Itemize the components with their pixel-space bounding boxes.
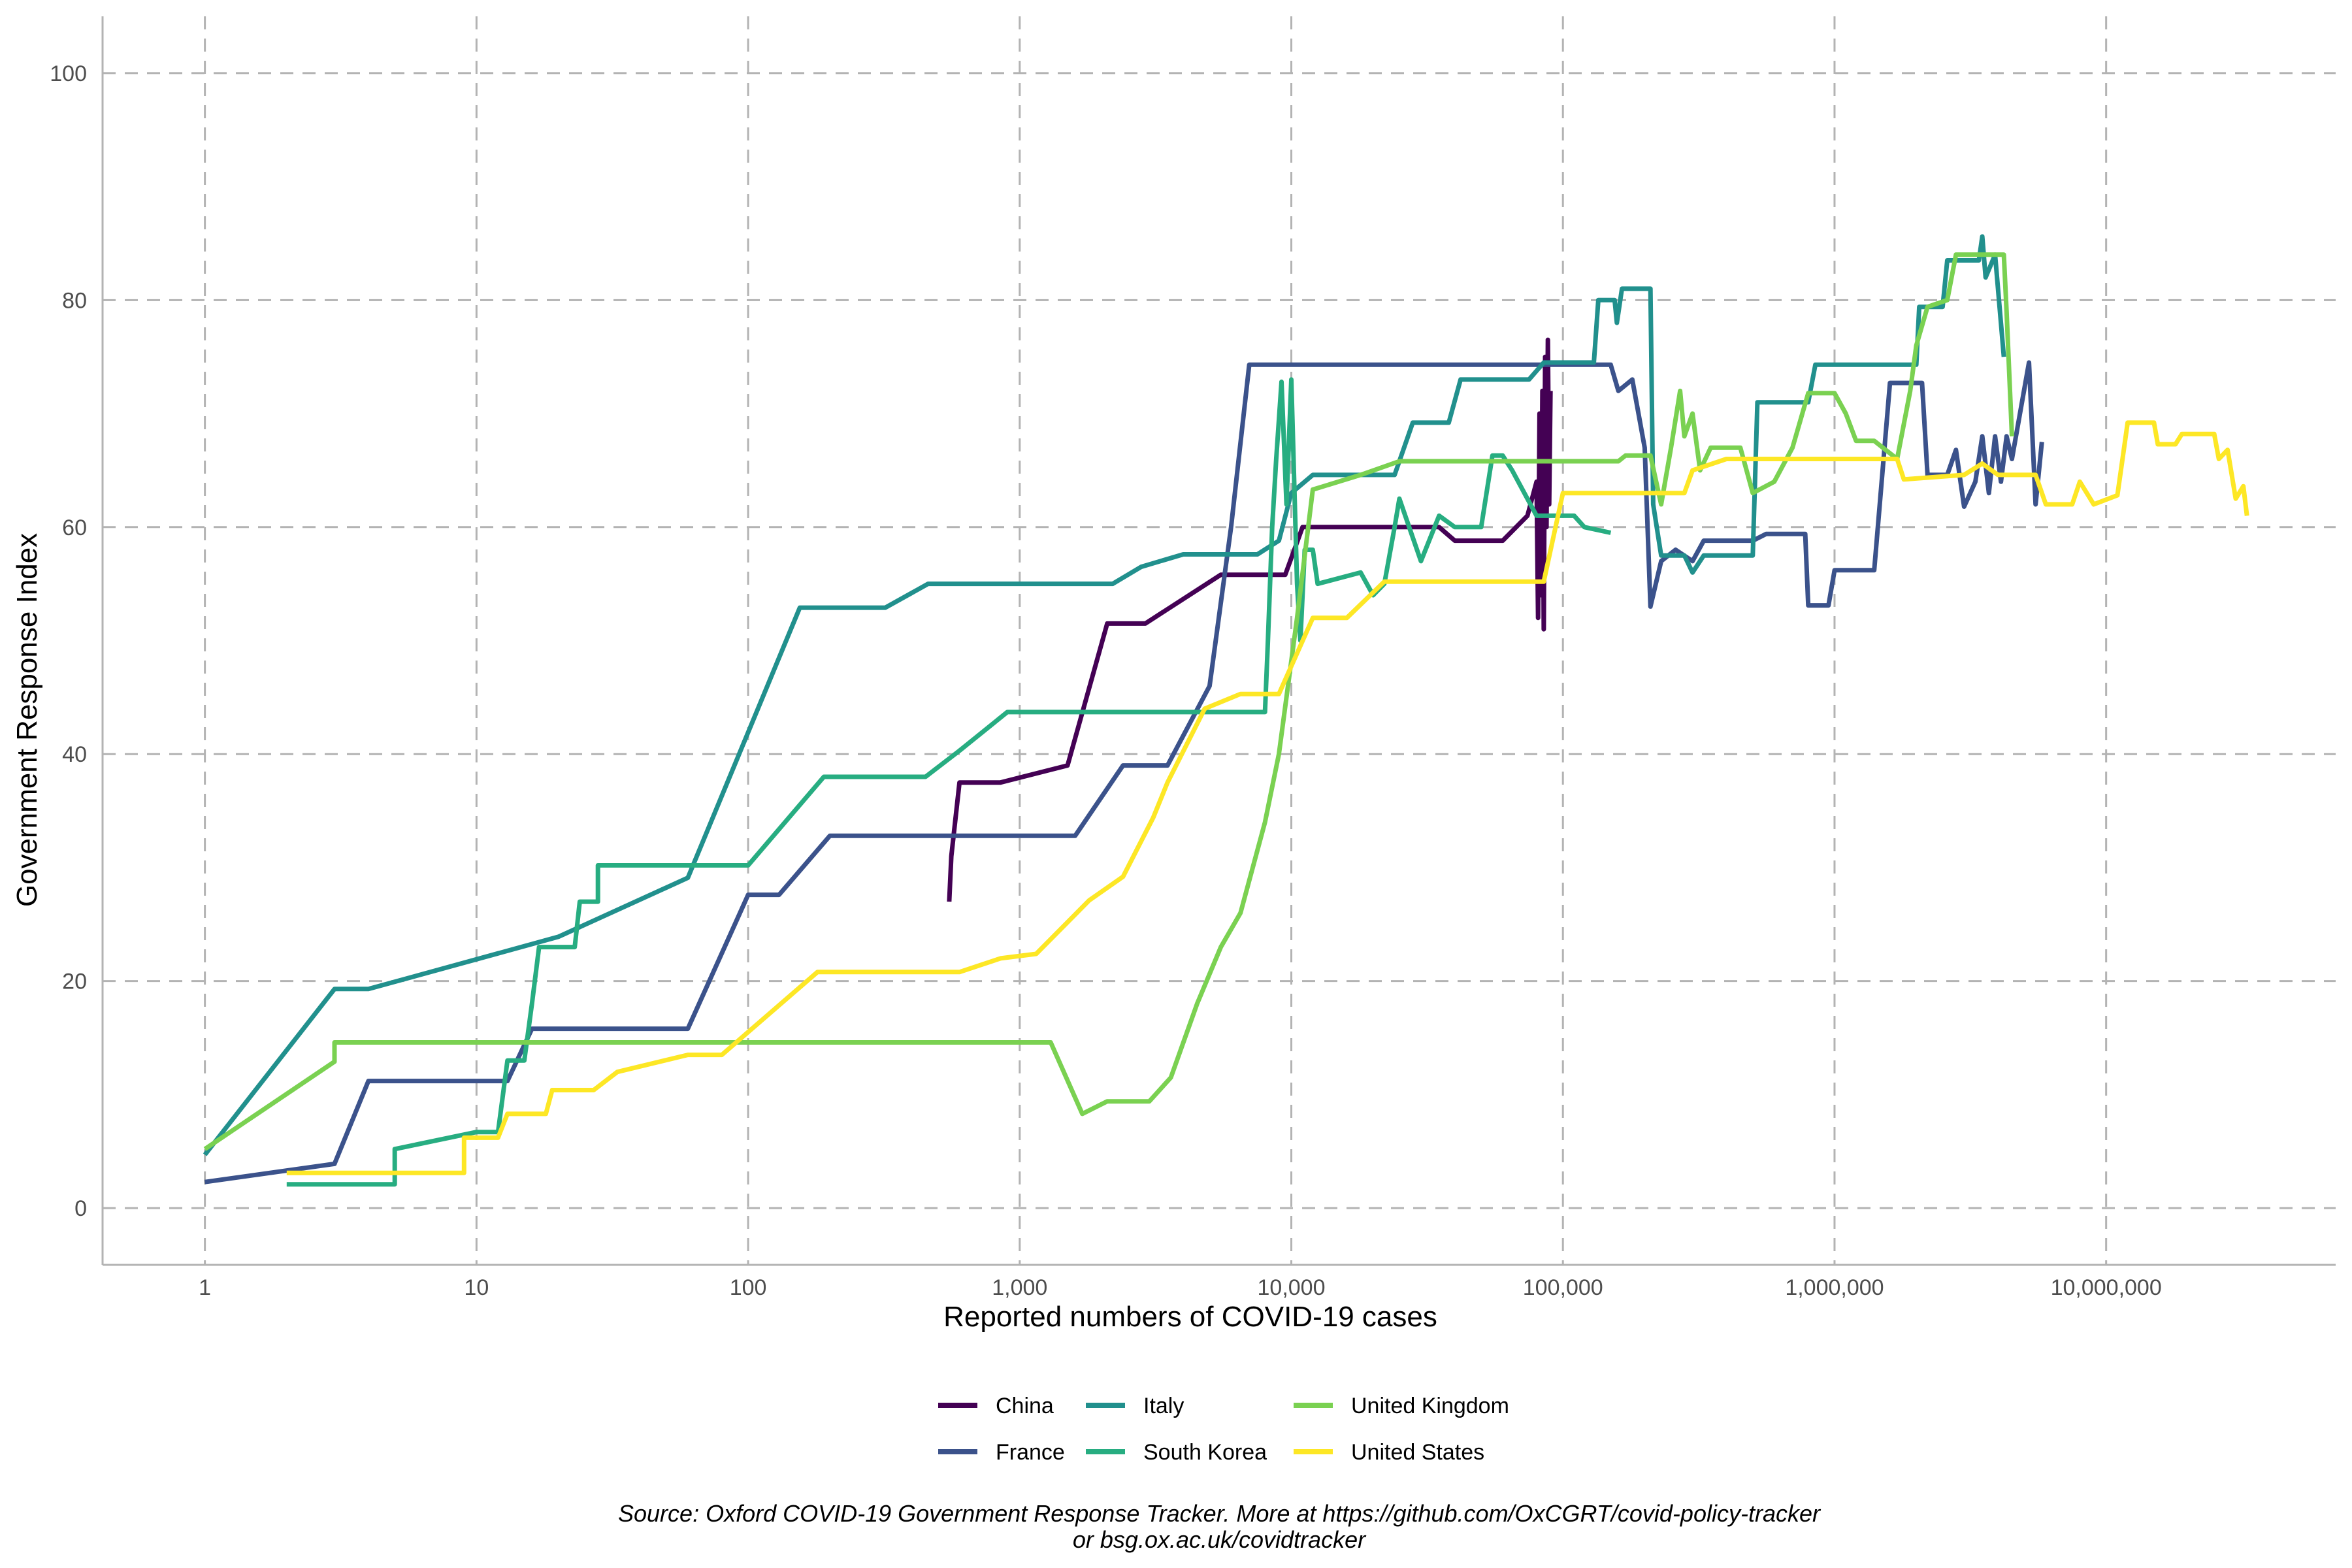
caption-line-1: Source: Oxford COVID-19 Government Respo… [618, 1500, 1821, 1527]
x-tick-label: 10 [464, 1275, 489, 1300]
grid [103, 16, 2336, 1265]
legend-label-united-kingdom: United Kingdom [1351, 1394, 1509, 1418]
x-axis-title: Reported numbers of COVID-19 cases [943, 1301, 1437, 1333]
y-tick-label: 20 [62, 970, 87, 994]
legend-label-united-states: United States [1351, 1440, 1484, 1465]
x-tick-labels: 1 10 100 1,000 10,000 100,000 1,000,000 10,000,… [199, 1275, 2162, 1300]
axes [101, 16, 2336, 1266]
y-tick-label: 60 [62, 515, 87, 540]
x-tick-label: 10,000 [1258, 1275, 1326, 1300]
series-line-france [204, 360, 2044, 1184]
series-line-united-states [286, 420, 2249, 1175]
y-tick-label: 40 [62, 742, 87, 767]
series-line-south-korea [286, 377, 1612, 1187]
legend-label-china: China [996, 1394, 1054, 1418]
series-line-china [947, 337, 1553, 902]
series-line-united-kingdom [203, 252, 2014, 1151]
legend-label-italy: Italy [1143, 1394, 1184, 1418]
x-tick-label: 1 [199, 1275, 211, 1300]
y-tick-labels: 0 20 40 60 80 100 [50, 61, 87, 1221]
x-tick-label: 1,000,000 [1785, 1275, 1884, 1300]
y-tick-label: 0 [74, 1196, 87, 1221]
legend: China France Italy South Korea United Kingdo… [938, 1394, 1509, 1465]
x-tick-label: 1,000 [992, 1275, 1047, 1300]
caption-line-2: or bsg.ox.ac.uk/covidtracker [1073, 1526, 1367, 1553]
x-tick-label: 10,000,000 [2051, 1275, 2162, 1300]
series-lines [203, 234, 2249, 1187]
series-line-italy [203, 234, 2006, 1156]
y-axis-title: Government Response Index [11, 533, 43, 907]
legend-label-south-korea: South Korea [1143, 1440, 1267, 1465]
legend-label-france: France [996, 1440, 1065, 1465]
x-tick-label: 100 [730, 1275, 767, 1300]
x-tick-label: 100,000 [1523, 1275, 1603, 1300]
y-tick-label: 100 [50, 61, 87, 86]
y-tick-label: 80 [62, 288, 87, 313]
